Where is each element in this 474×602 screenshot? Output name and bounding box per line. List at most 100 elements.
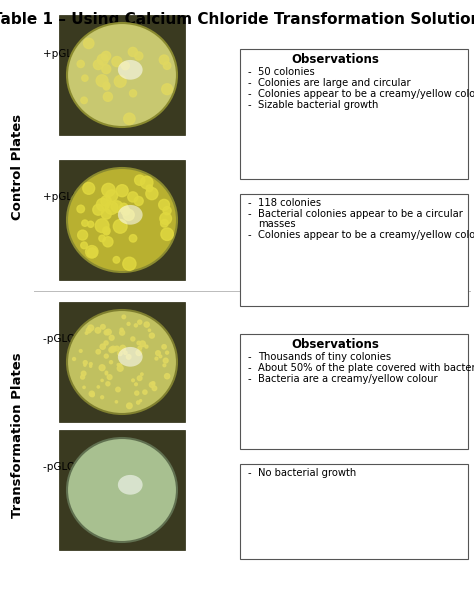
Circle shape (101, 209, 111, 219)
Circle shape (155, 357, 158, 360)
Ellipse shape (67, 310, 177, 414)
Circle shape (104, 330, 109, 335)
Circle shape (103, 227, 110, 234)
Circle shape (116, 185, 128, 197)
Circle shape (102, 64, 111, 73)
Circle shape (100, 344, 105, 349)
Text: -: - (248, 209, 252, 219)
Circle shape (137, 401, 140, 404)
Circle shape (110, 346, 116, 352)
Circle shape (99, 365, 105, 371)
Circle shape (114, 75, 126, 87)
Circle shape (113, 220, 127, 233)
Circle shape (101, 379, 103, 382)
Circle shape (96, 350, 100, 354)
Circle shape (101, 51, 111, 61)
Text: +pGLO W – LB/amp/ara: +pGLO W – LB/amp/ara (43, 192, 165, 202)
Circle shape (163, 364, 166, 367)
Circle shape (163, 206, 171, 215)
Circle shape (105, 373, 108, 375)
Circle shape (86, 246, 98, 258)
Circle shape (124, 351, 127, 355)
Circle shape (96, 198, 109, 211)
Circle shape (123, 209, 134, 220)
Circle shape (159, 55, 169, 64)
Circle shape (88, 325, 94, 331)
Circle shape (161, 228, 173, 240)
Circle shape (83, 182, 95, 194)
Circle shape (137, 376, 142, 380)
Circle shape (128, 48, 137, 57)
Circle shape (135, 175, 145, 185)
Circle shape (159, 355, 162, 358)
Circle shape (129, 235, 137, 242)
Circle shape (82, 220, 88, 226)
Circle shape (131, 337, 135, 341)
Ellipse shape (118, 205, 143, 225)
Text: -: - (248, 67, 252, 77)
Circle shape (106, 329, 111, 335)
Circle shape (140, 400, 142, 402)
Circle shape (95, 219, 109, 232)
FancyBboxPatch shape (59, 430, 185, 550)
Circle shape (91, 393, 94, 397)
Circle shape (82, 75, 88, 81)
Circle shape (137, 320, 142, 324)
Circle shape (86, 328, 91, 333)
Circle shape (152, 386, 157, 391)
FancyBboxPatch shape (59, 302, 185, 422)
Circle shape (88, 221, 94, 228)
Circle shape (96, 75, 108, 87)
Circle shape (164, 62, 171, 69)
Text: Colonies are large and circular: Colonies are large and circular (258, 78, 410, 88)
Text: Colonies appear to be a creamy/yellow colour: Colonies appear to be a creamy/yellow co… (258, 230, 474, 240)
Text: Observations: Observations (292, 338, 380, 351)
Circle shape (145, 345, 148, 348)
Circle shape (73, 358, 75, 361)
Circle shape (127, 355, 131, 359)
Text: About 50% of the plate covered with bacteria: About 50% of the plate covered with bact… (258, 363, 474, 373)
Text: masses: masses (258, 219, 296, 229)
Circle shape (81, 242, 87, 249)
FancyBboxPatch shape (59, 15, 185, 135)
Text: No bacterial growth: No bacterial growth (258, 468, 356, 478)
Circle shape (134, 196, 143, 205)
Circle shape (160, 213, 172, 225)
Circle shape (128, 192, 138, 202)
Text: Observations: Observations (292, 53, 380, 66)
Text: Table 1 – Using Calcium Chloride Transformation Solution: Table 1 – Using Calcium Chloride Transfo… (0, 12, 474, 27)
Circle shape (93, 204, 104, 215)
Circle shape (162, 84, 173, 95)
Circle shape (132, 379, 135, 382)
Text: -: - (248, 100, 252, 110)
Circle shape (103, 82, 110, 89)
Circle shape (100, 396, 104, 399)
Circle shape (117, 365, 123, 371)
Circle shape (135, 383, 137, 386)
FancyBboxPatch shape (240, 334, 468, 449)
Circle shape (116, 387, 120, 392)
Circle shape (121, 62, 129, 70)
Text: Sizable bacterial growth: Sizable bacterial growth (258, 100, 378, 110)
Circle shape (146, 185, 153, 191)
Circle shape (138, 346, 142, 350)
Circle shape (79, 350, 82, 352)
Circle shape (136, 350, 142, 356)
Circle shape (97, 54, 108, 65)
Circle shape (103, 84, 109, 90)
Circle shape (112, 57, 122, 67)
Circle shape (113, 256, 120, 263)
Circle shape (97, 386, 100, 388)
Circle shape (119, 203, 128, 211)
Circle shape (77, 205, 84, 213)
Circle shape (163, 358, 168, 363)
Circle shape (149, 333, 155, 338)
Circle shape (129, 90, 137, 97)
Circle shape (119, 364, 121, 366)
Circle shape (148, 329, 151, 332)
Circle shape (118, 351, 122, 356)
Circle shape (140, 341, 146, 347)
Circle shape (121, 206, 130, 215)
Circle shape (81, 97, 87, 104)
Circle shape (83, 38, 94, 49)
